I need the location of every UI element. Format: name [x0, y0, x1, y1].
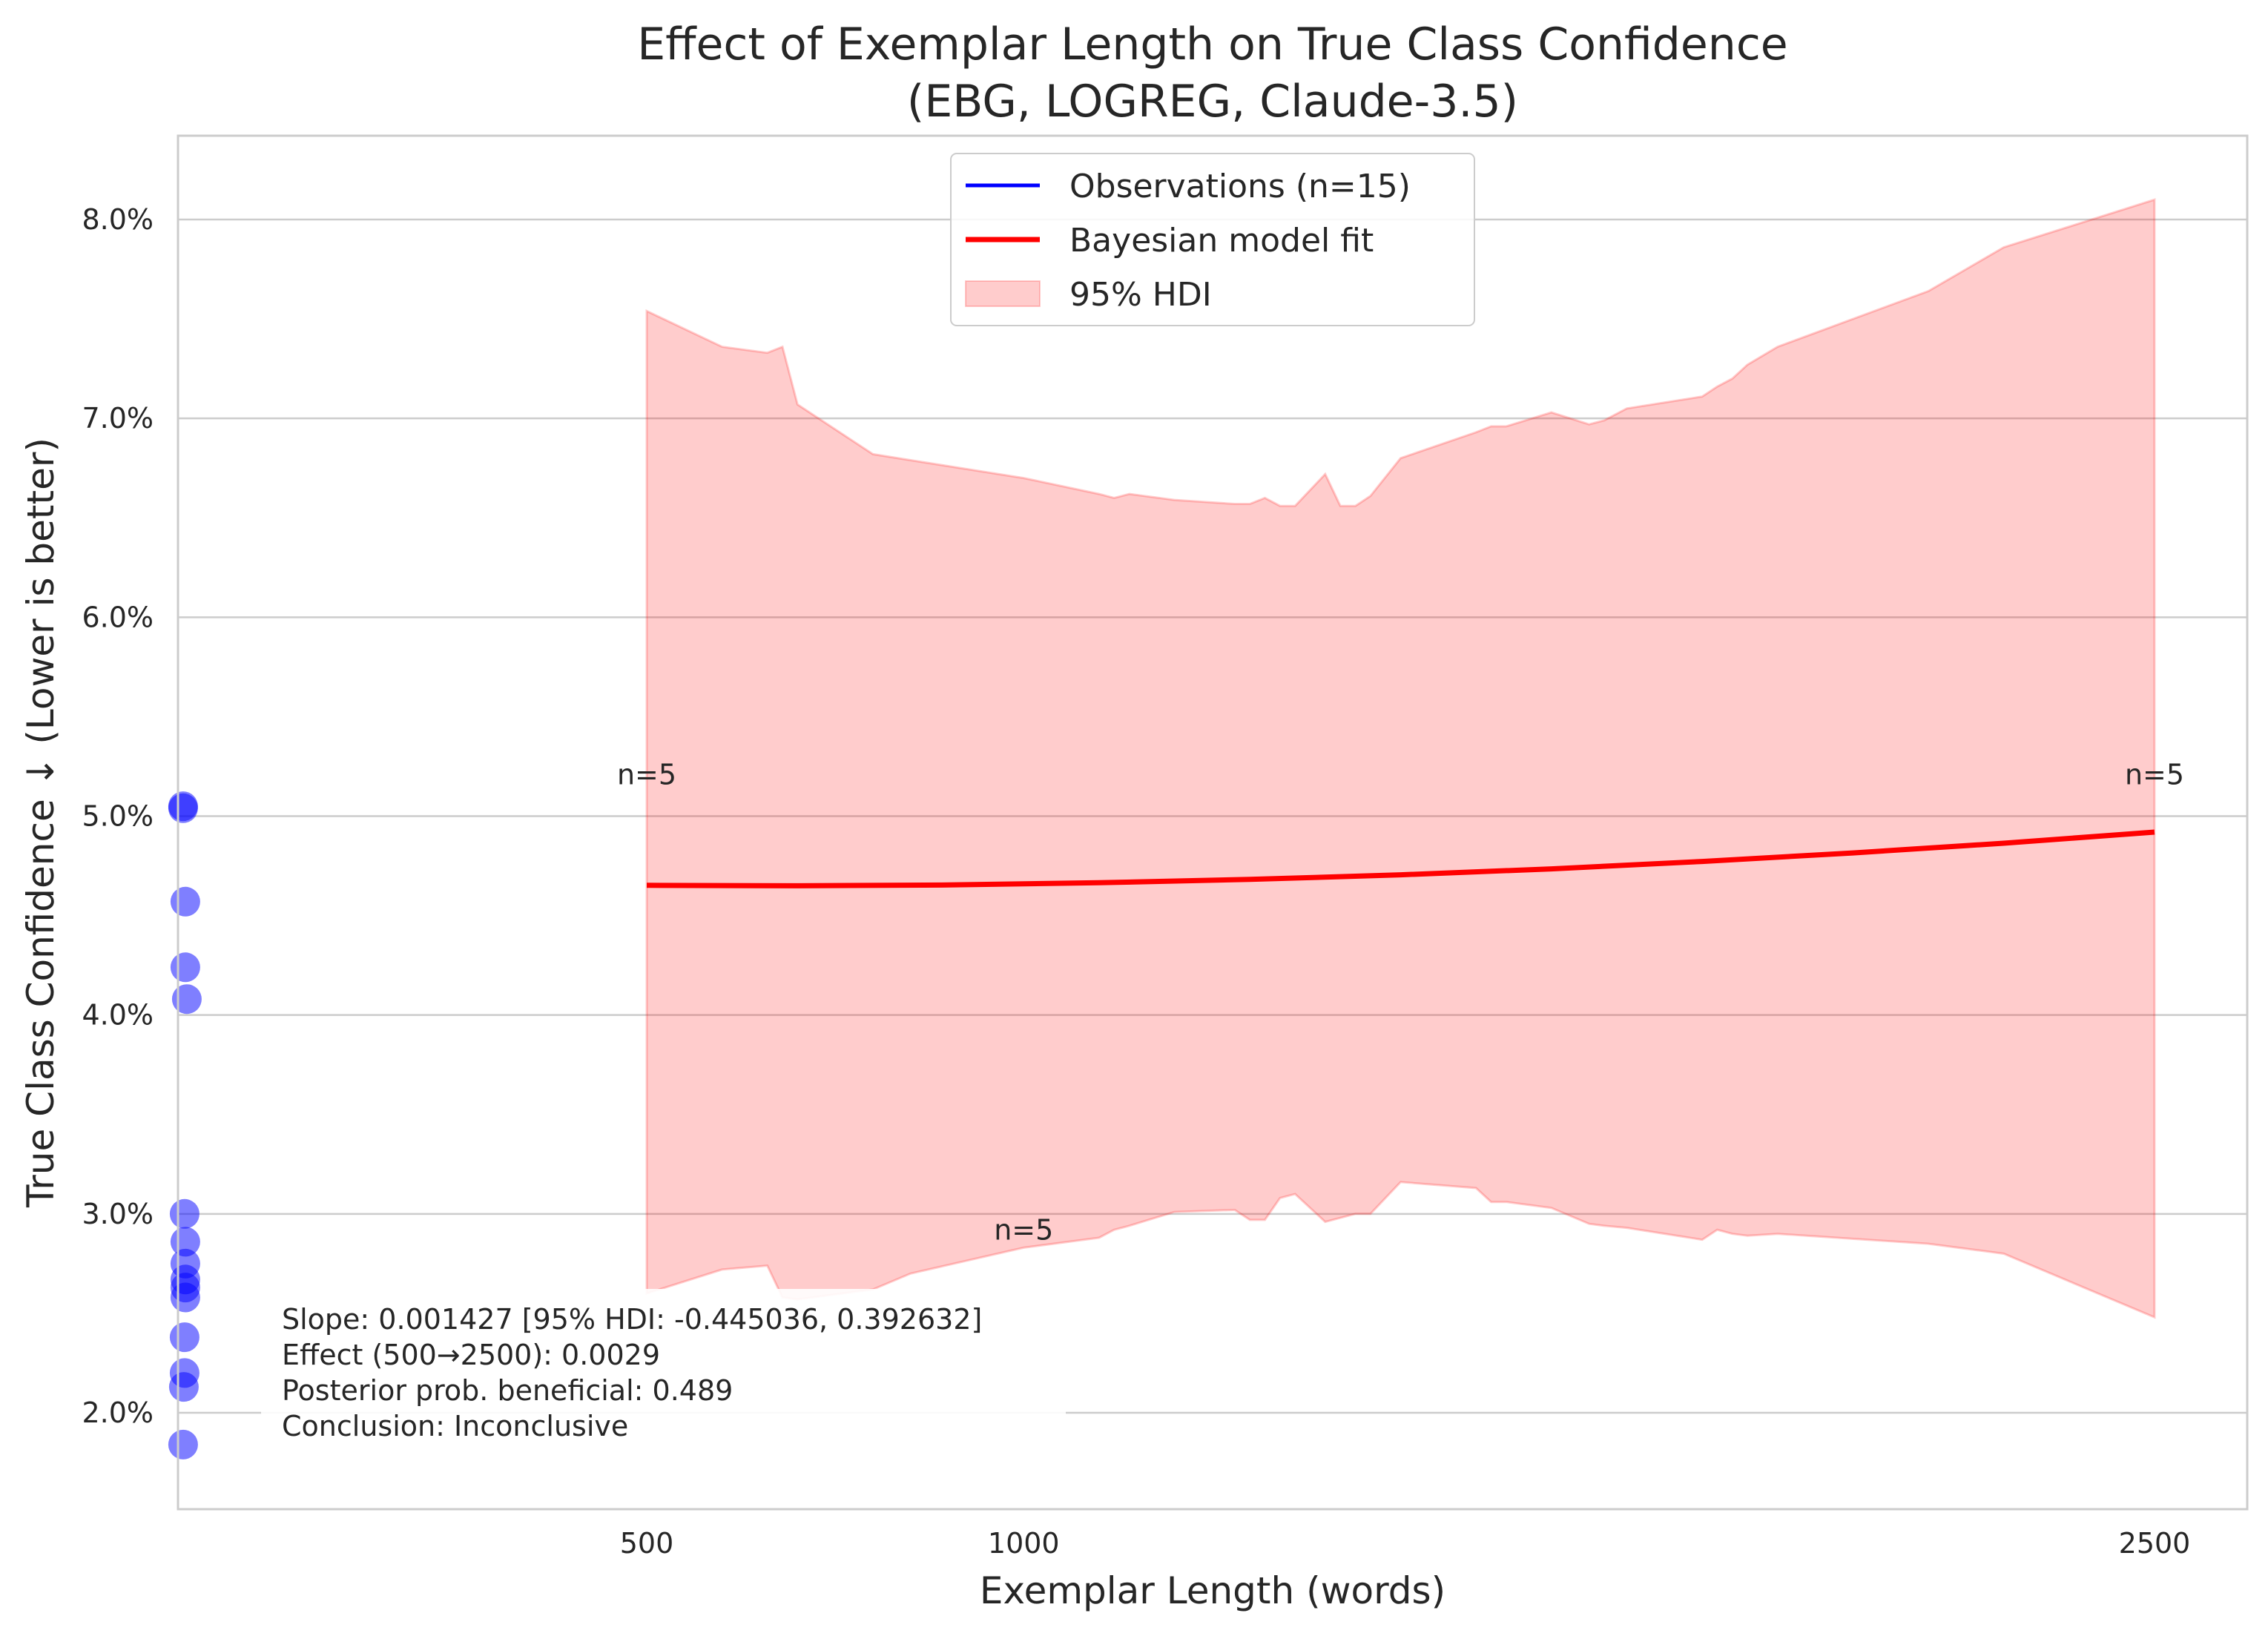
hdi-area: [645, 198, 2156, 1319]
observation-point: [170, 886, 200, 917]
stats-box: Slope: 0.001427 [95% HDI: -0.445036, 0.3…: [261, 1289, 1066, 1454]
hdi-band: [645, 198, 2156, 1319]
x-tick-label: 500: [620, 1527, 674, 1560]
observation-point: [169, 1198, 200, 1229]
observation-point: [170, 1282, 200, 1313]
y-tick-label: 4.0%: [82, 999, 154, 1032]
y-tick-label: 2.0%: [82, 1396, 154, 1429]
stats-line: Posterior prob. beneficial: 0.489: [282, 1374, 733, 1407]
x-tick-label: 1000: [988, 1527, 1060, 1560]
legend-label: Bayesian model fit: [1069, 222, 1374, 260]
legend-label: Observations (n=15): [1069, 168, 1411, 205]
y-tick-label: 5.0%: [82, 800, 154, 833]
stats-background: [261, 1289, 1066, 1454]
legend-swatch: [965, 280, 1041, 307]
model-fit-curve: [646, 829, 2155, 888]
y-axis-label: True Class Confidence ↓ (Lower is better…: [19, 438, 62, 1208]
stats-line: Slope: 0.001427 [95% HDI: -0.445036, 0.3…: [282, 1303, 982, 1336]
n-annotation: n=5: [994, 1214, 1053, 1247]
y-tick-label: 8.0%: [82, 203, 154, 236]
n-annotations: n=5 n=5 n=5: [617, 759, 2184, 1247]
x-axis-label: Exemplar Length (words): [980, 1569, 1445, 1612]
legend: Observations (n=15) Bayesian model fit 95%…: [950, 153, 1475, 326]
legend-box: [950, 153, 1475, 326]
observation-point: [168, 793, 198, 823]
stats-line: Conclusion: Inconclusive: [282, 1410, 628, 1442]
observation-point: [170, 952, 200, 983]
x-tick-labels: 500 1000 2500: [620, 1527, 2191, 1560]
stats-line: Effect (500→2500): 0.0029: [282, 1339, 660, 1371]
y-tick-label: 3.0%: [82, 1198, 154, 1230]
x-tick-label: 2500: [2119, 1527, 2191, 1560]
observation-point: [168, 1372, 199, 1402]
y-tick-labels: 2.0% 3.0% 4.0% 5.0% 6.0% 7.0% 8.0%: [82, 203, 154, 1429]
n-annotation: n=5: [617, 759, 676, 791]
observation-point: [169, 1322, 200, 1353]
chart-title: Effect of Exemplar Length on True Class …: [637, 19, 1787, 70]
legend-label: 95% HDI: [1069, 276, 1212, 314]
observation-point: [171, 984, 202, 1015]
plot-frame: [177, 134, 2249, 1511]
y-tick-label: 7.0%: [82, 402, 154, 435]
model-fit-line: [646, 829, 2155, 888]
observation-point: [168, 1429, 198, 1459]
y-tick-label: 6.0%: [82, 601, 154, 633]
chart-subtitle: (EBG, LOGREG, Claude-3.5): [907, 76, 1518, 128]
n-annotation: n=5: [2125, 759, 2184, 791]
